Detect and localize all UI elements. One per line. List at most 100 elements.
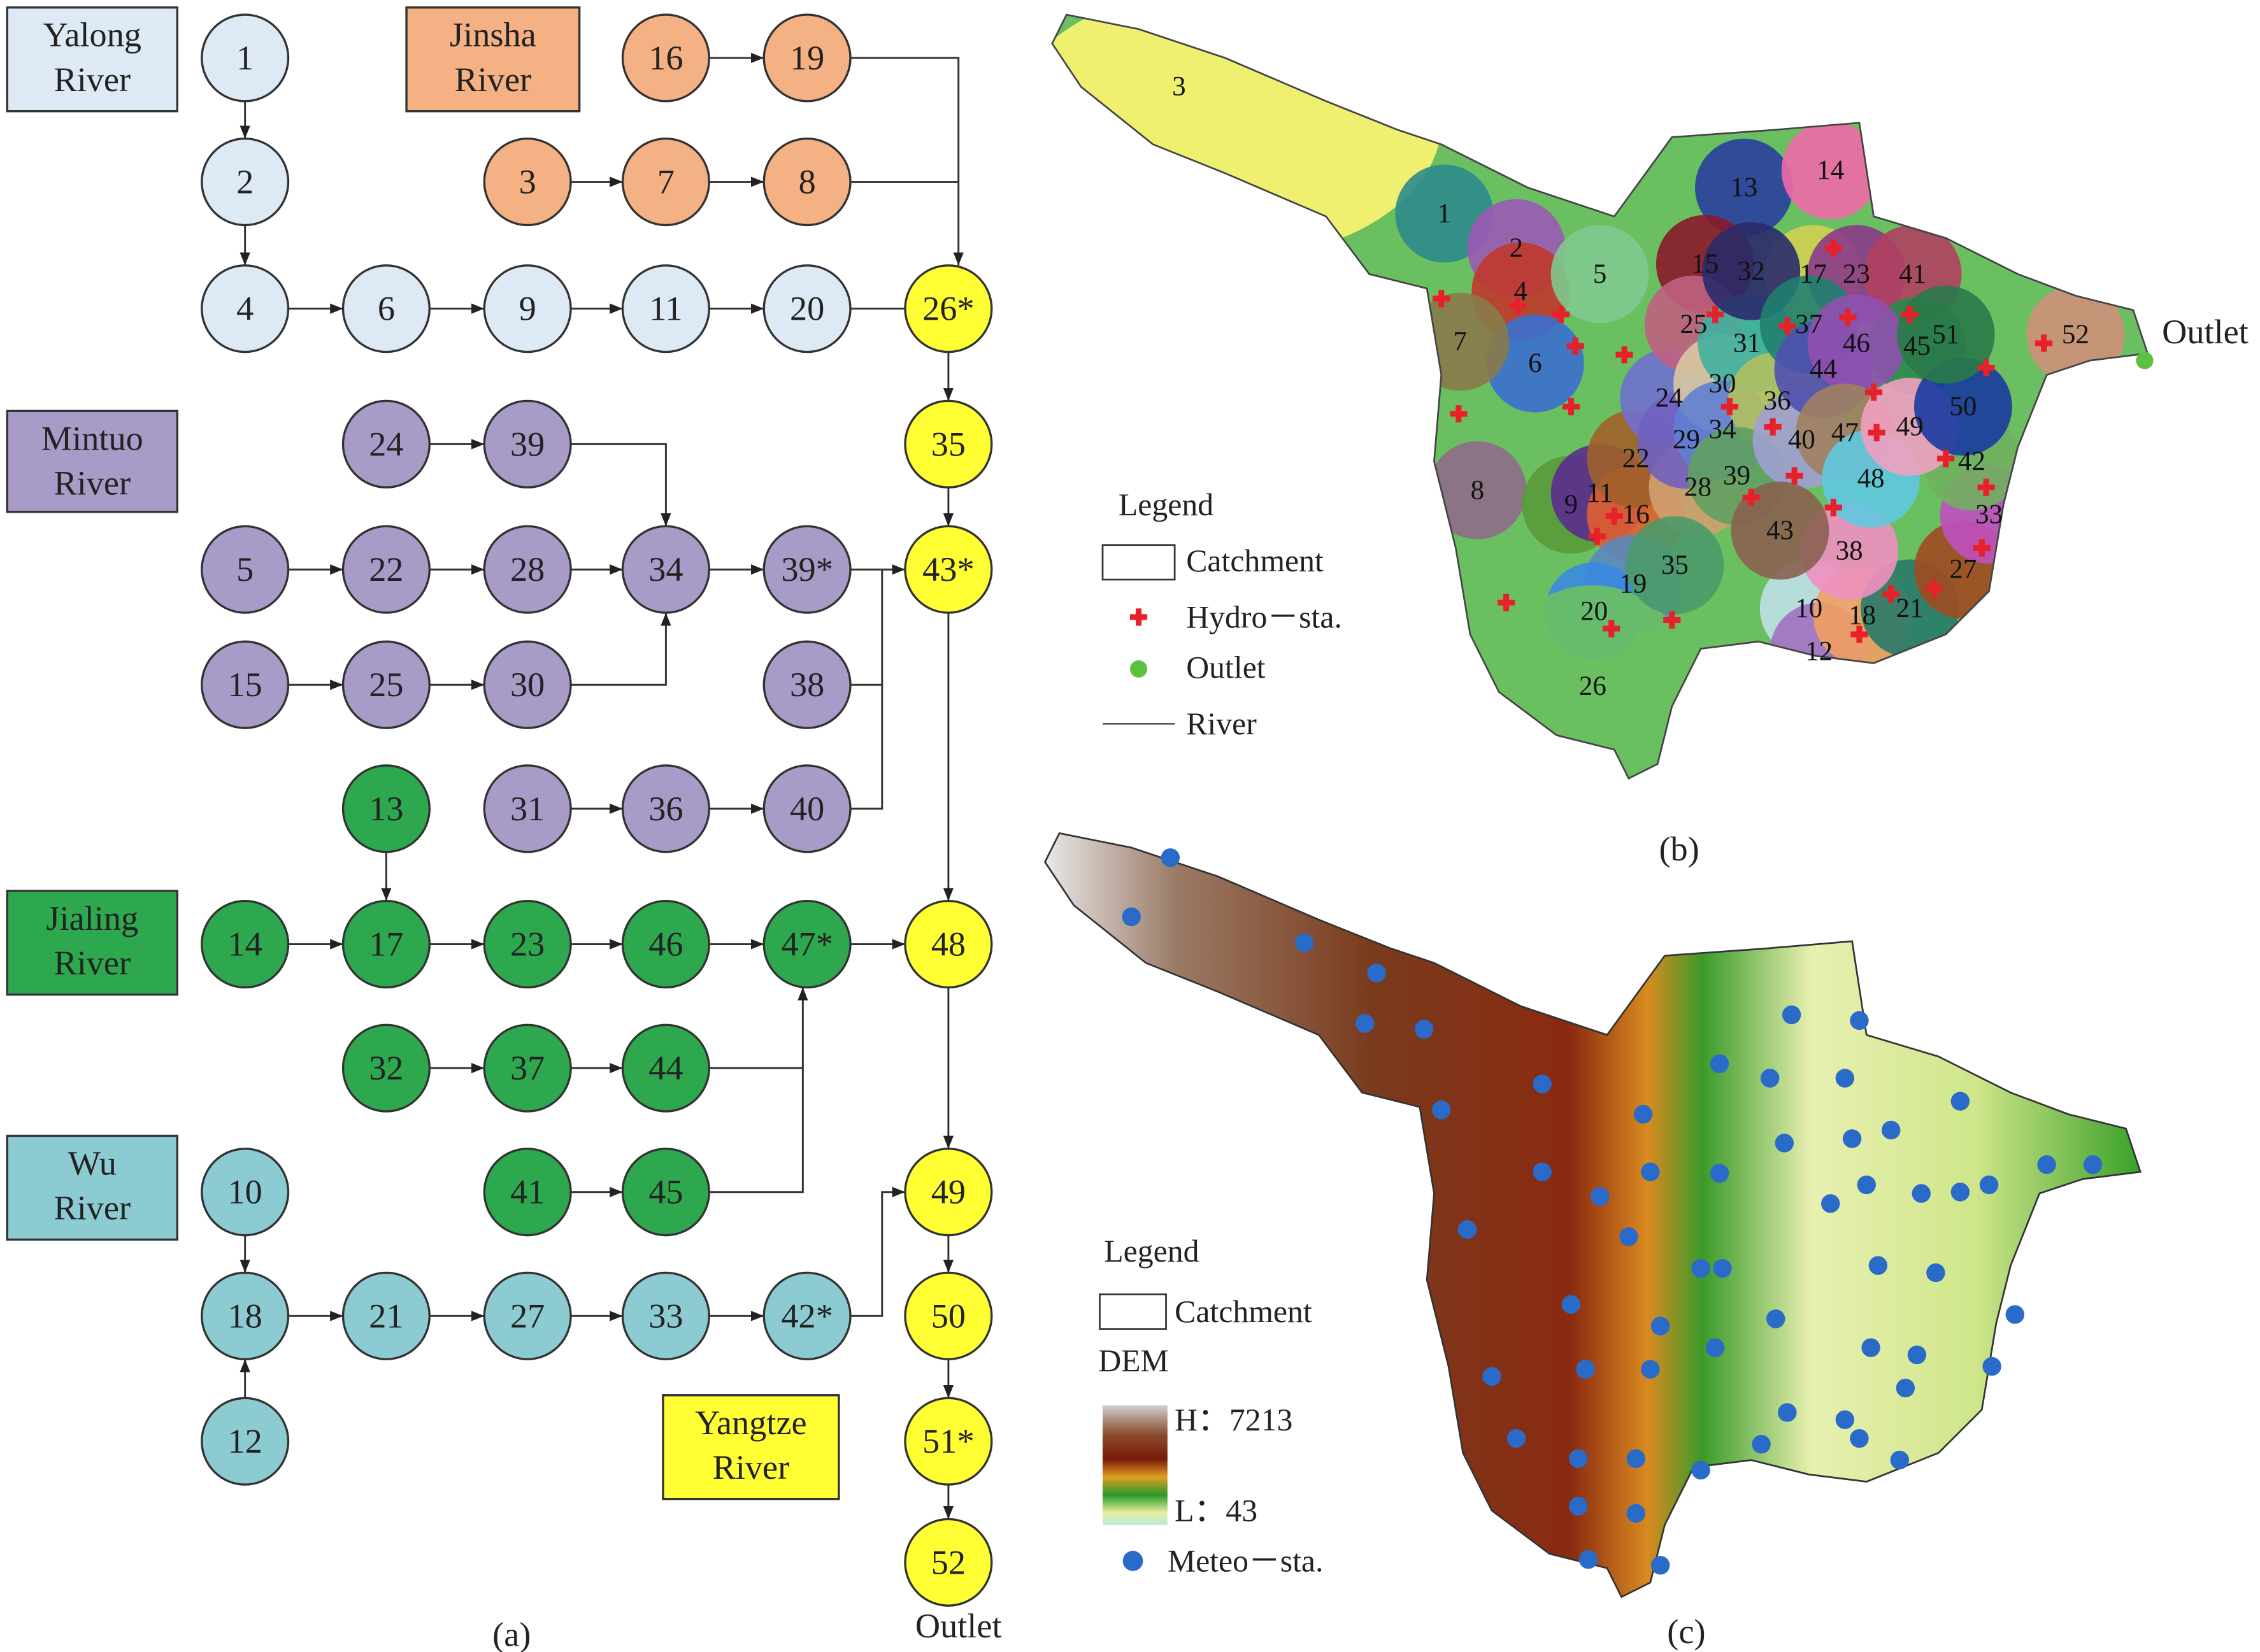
flow-arrow [850, 57, 964, 266]
river-box-bg [6, 1134, 179, 1241]
catchment-label: 47 [1831, 418, 1859, 448]
catchment-node: 24 [341, 399, 431, 488]
meteo-station [1569, 1497, 1588, 1516]
catchment-node: 38 [762, 640, 852, 729]
hydro-station [1824, 499, 1842, 516]
catchment-node: 22 [341, 525, 431, 614]
river-name: River [713, 1448, 790, 1486]
outlet-marker [2136, 352, 2154, 369]
node-label: 39* [781, 550, 833, 588]
catchment-node: 34 [621, 525, 710, 614]
legend-label: Catchment [1175, 1294, 1312, 1329]
catchment-node: 43* [904, 525, 993, 614]
node-label: 31 [510, 790, 545, 828]
legend-label: H：7213 [1175, 1402, 1292, 1437]
catchment-label: 26 [1579, 671, 1606, 701]
hydro-station [1720, 397, 1738, 416]
meteo-station [1950, 1183, 1970, 1202]
meteo-station [1857, 1175, 1876, 1195]
catchment-label: 19 [1619, 569, 1647, 599]
node-circle [621, 1148, 710, 1237]
node-label: 1 [236, 39, 254, 77]
node-circle [621, 264, 710, 353]
catchment-label: 37 [1795, 310, 1822, 339]
river-name: Wu [68, 1144, 117, 1182]
hydro-station [1926, 580, 1943, 597]
outlet-label: Outlet [915, 1607, 1002, 1645]
node-label: 11 [649, 290, 682, 328]
node-label: 27 [510, 1297, 545, 1335]
basin-outline [1051, 13, 2149, 780]
meteo-station [1760, 1069, 1780, 1088]
node-circle [483, 264, 572, 353]
catchment-label: 48 [1857, 464, 1885, 494]
node-label: 15 [228, 666, 262, 704]
node-label: 26* [922, 290, 974, 328]
hydro-station [1937, 450, 1955, 467]
node-label: 33 [648, 1297, 683, 1335]
catchment-label: 28 [1684, 473, 1712, 502]
hydro-station [1977, 359, 1995, 377]
hydro-station [1498, 594, 1515, 611]
node-label: 3 [519, 163, 536, 201]
catchment-node: 40 [762, 764, 852, 853]
river-box: Wu River [6, 1134, 179, 1241]
river-box-bg [6, 409, 179, 513]
meteo-station [1778, 1403, 1797, 1422]
meteo-station [1775, 1134, 1794, 1153]
hydro-station [1977, 478, 1995, 496]
meteo-station [1835, 1410, 1855, 1429]
catchment-label: 27 [1949, 555, 1977, 585]
catchment-node: 52 [904, 1518, 993, 1607]
river-name: River [54, 464, 131, 502]
catchment-node: 32 [341, 1023, 431, 1113]
catchment-label: 8 [1471, 475, 1485, 505]
node-circle [621, 1271, 710, 1360]
hydro-station [1868, 424, 1885, 441]
node-label: 43* [922, 550, 974, 588]
catchment-label: 1 [1438, 199, 1452, 229]
catchment-area [1626, 516, 1724, 615]
catchment-node: 16 [621, 13, 710, 103]
meteo-station [1561, 1295, 1581, 1314]
node-label: 17 [369, 925, 403, 964]
catchment-area [1428, 441, 1527, 539]
meteo-station [1861, 1338, 1880, 1357]
catchment-node: 8 [762, 137, 852, 227]
node-circle [201, 264, 290, 353]
meteo-station [1912, 1184, 1931, 1203]
catchment-label: 15 [1691, 249, 1719, 279]
meteo-station [1295, 933, 1314, 952]
node-circle [621, 137, 710, 227]
catchment-label: 7 [1453, 327, 1467, 357]
catchment-area [1485, 314, 1584, 413]
legend-label: DEM [1098, 1343, 1169, 1378]
catchment-node: 12 [201, 1397, 290, 1486]
node-circle [762, 899, 852, 989]
catchment-label: 3 [1172, 72, 1186, 102]
meteo-station [1569, 1449, 1588, 1469]
node-circle [483, 137, 572, 227]
catchment-label: 50 [1949, 392, 1977, 422]
outlet-label: Outlet [2162, 313, 2249, 351]
catchment-label: 20 [1580, 596, 1608, 626]
legend-meteo [1122, 1551, 1143, 1571]
catchment-node: 50 [904, 1271, 993, 1360]
meteo-station [1506, 1428, 1526, 1448]
catchment-node: 4 [201, 264, 290, 353]
node-circle [621, 1023, 710, 1113]
node-circle [201, 525, 290, 614]
catchment-label: 43 [1766, 516, 1794, 546]
node-label: 39 [510, 425, 545, 463]
catchment-label: 32 [1738, 256, 1765, 286]
catchment-label: 13 [1730, 173, 1757, 203]
catchment-area [1781, 121, 1880, 220]
node-circle [341, 899, 431, 989]
meteo-station [1950, 1092, 1970, 1111]
node-circle [341, 264, 431, 353]
catchment-node: 28 [483, 525, 572, 614]
node-label: 5 [236, 550, 254, 588]
catchment-node: 47* [762, 899, 852, 989]
catchment-label: 35 [1661, 550, 1689, 580]
